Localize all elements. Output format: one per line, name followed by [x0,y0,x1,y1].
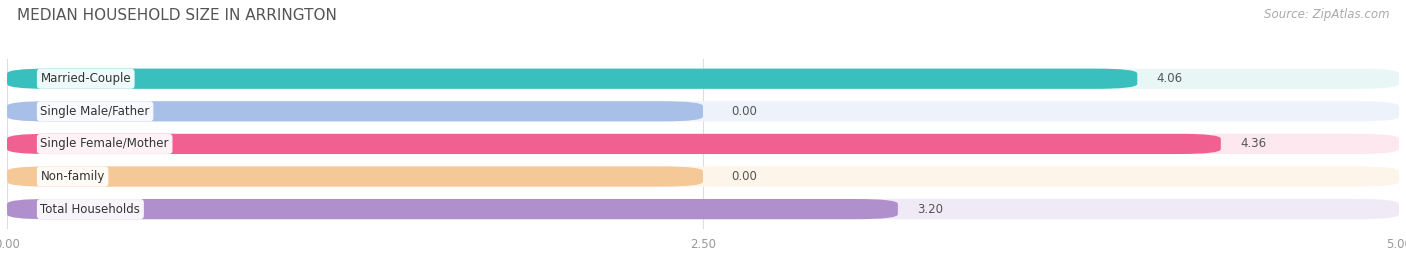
FancyBboxPatch shape [7,167,703,187]
Text: Total Households: Total Households [41,203,141,215]
Text: 0.00: 0.00 [731,170,756,183]
FancyBboxPatch shape [7,69,1137,89]
FancyBboxPatch shape [7,69,1399,89]
FancyBboxPatch shape [7,134,1220,154]
FancyBboxPatch shape [7,101,703,121]
Text: 3.20: 3.20 [917,203,943,215]
FancyBboxPatch shape [7,101,1399,121]
Text: Married-Couple: Married-Couple [41,72,131,85]
FancyBboxPatch shape [7,167,1399,187]
Text: Non-family: Non-family [41,170,105,183]
Text: Single Female/Mother: Single Female/Mother [41,137,169,150]
FancyBboxPatch shape [7,134,1399,154]
Text: 4.06: 4.06 [1157,72,1182,85]
Text: 4.36: 4.36 [1240,137,1267,150]
Text: Single Male/Father: Single Male/Father [41,105,150,118]
FancyBboxPatch shape [7,199,1399,219]
Text: 0.00: 0.00 [731,105,756,118]
Text: Source: ZipAtlas.com: Source: ZipAtlas.com [1264,8,1389,21]
FancyBboxPatch shape [7,199,898,219]
Text: MEDIAN HOUSEHOLD SIZE IN ARRINGTON: MEDIAN HOUSEHOLD SIZE IN ARRINGTON [17,8,337,23]
